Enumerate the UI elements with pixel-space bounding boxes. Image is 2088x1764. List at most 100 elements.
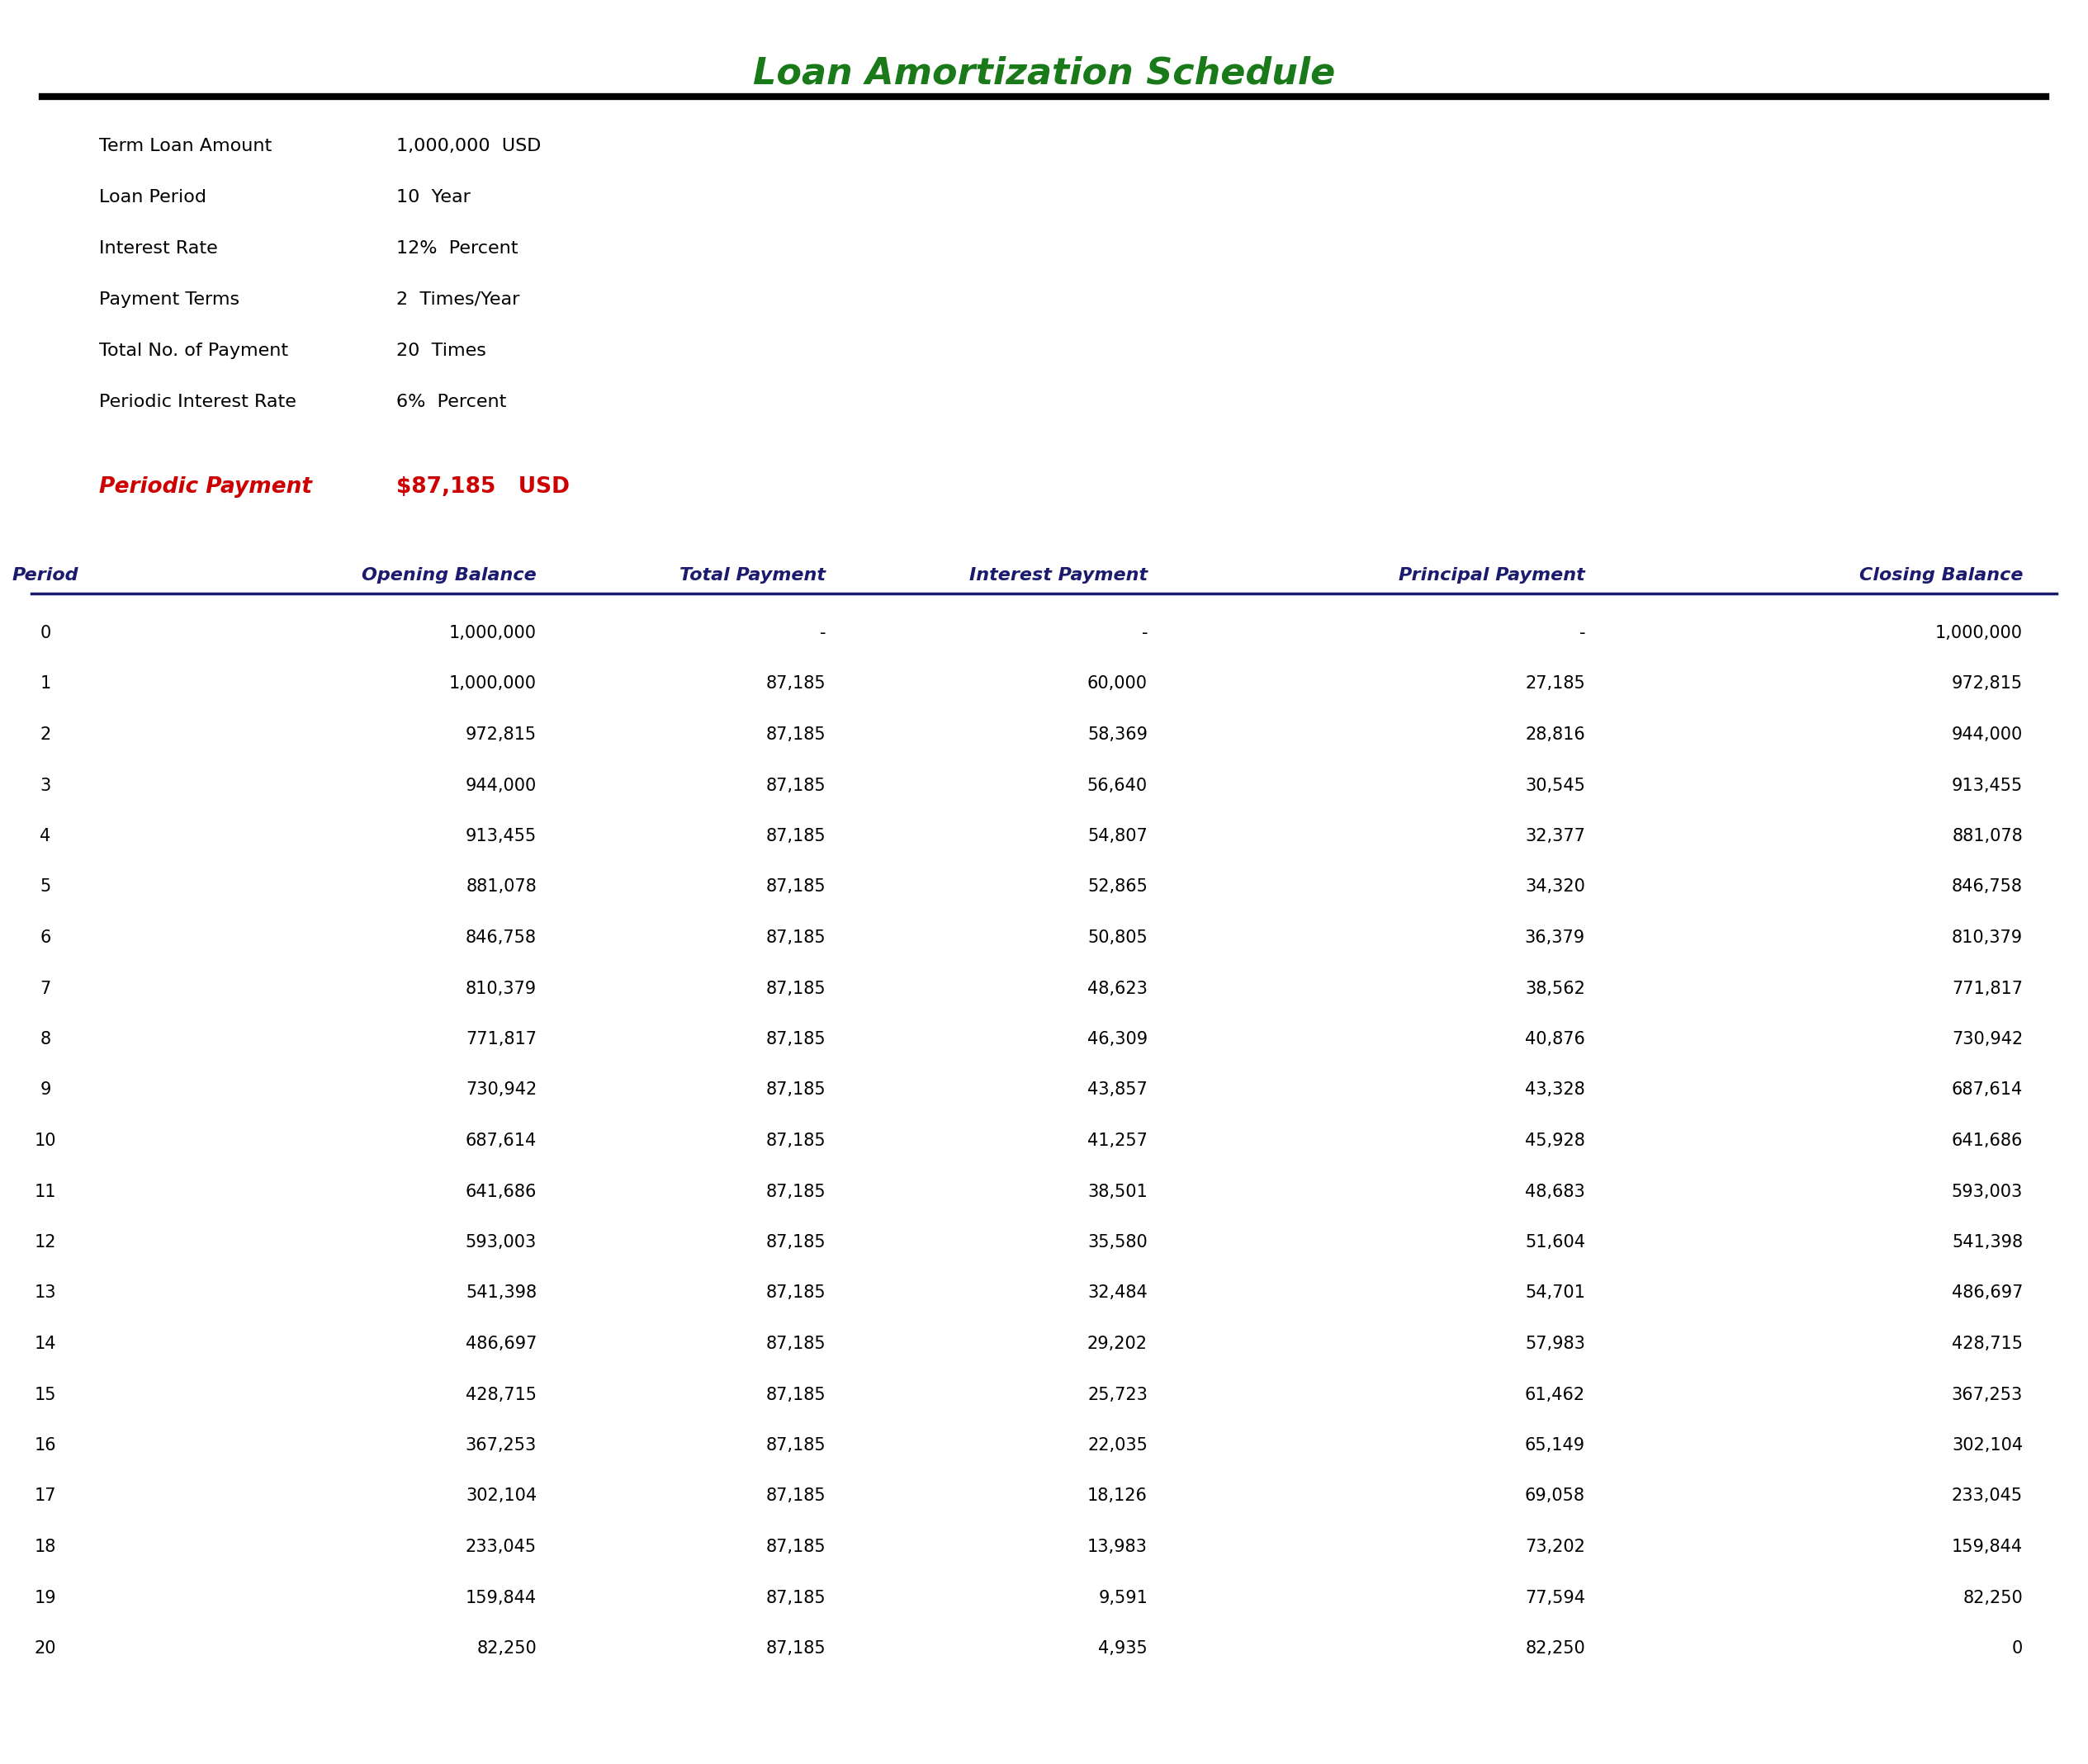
Text: Total No. of Payment: Total No. of Payment [98, 342, 288, 360]
Text: 73,202: 73,202 [1524, 1538, 1585, 1556]
Text: 65,149: 65,149 [1524, 1438, 1585, 1454]
Text: 972,815: 972,815 [466, 727, 537, 743]
Text: 2  Times/Year: 2 Times/Year [397, 291, 520, 309]
Text: 27,185: 27,185 [1524, 676, 1585, 691]
Text: 881,078: 881,078 [466, 878, 537, 894]
Text: 972,815: 972,815 [1952, 676, 2023, 691]
Text: 82,250: 82,250 [476, 1641, 537, 1656]
Text: 38,562: 38,562 [1524, 981, 1585, 997]
Text: Periodic Interest Rate: Periodic Interest Rate [98, 393, 296, 411]
Text: -: - [818, 624, 825, 642]
Text: 10  Year: 10 Year [397, 189, 470, 206]
Text: 29,202: 29,202 [1088, 1335, 1148, 1351]
Text: 87,185: 87,185 [766, 1081, 825, 1099]
Text: 302,104: 302,104 [466, 1487, 537, 1505]
Text: Opening Balance: Opening Balance [361, 566, 537, 584]
Text: 913,455: 913,455 [1952, 778, 2023, 794]
Text: 87,185: 87,185 [766, 981, 825, 997]
Text: 54,701: 54,701 [1524, 1284, 1585, 1302]
Text: 17: 17 [35, 1487, 56, 1505]
Text: 1,000,000: 1,000,000 [1936, 624, 2023, 642]
Text: Interest Payment: Interest Payment [969, 566, 1148, 584]
Text: 593,003: 593,003 [466, 1235, 537, 1251]
Text: 22,035: 22,035 [1088, 1438, 1148, 1454]
Text: 0: 0 [40, 624, 50, 642]
Text: 87,185: 87,185 [766, 1487, 825, 1505]
Text: 32,484: 32,484 [1088, 1284, 1148, 1302]
Text: 367,253: 367,253 [466, 1438, 537, 1454]
Text: Principal Payment: Principal Payment [1399, 566, 1585, 584]
Text: Closing Balance: Closing Balance [1858, 566, 2023, 584]
Text: 87,185: 87,185 [766, 1641, 825, 1656]
Text: 541,398: 541,398 [1952, 1235, 2023, 1251]
Text: 944,000: 944,000 [466, 778, 537, 794]
Text: 18: 18 [35, 1538, 56, 1556]
Text: 25,723: 25,723 [1088, 1387, 1148, 1402]
Text: 367,253: 367,253 [1952, 1387, 2023, 1402]
Text: 28,816: 28,816 [1524, 727, 1585, 743]
Text: 82,250: 82,250 [1963, 1589, 2023, 1605]
Text: 11: 11 [35, 1184, 56, 1200]
Text: 15: 15 [35, 1387, 56, 1402]
Text: 69,058: 69,058 [1524, 1487, 1585, 1505]
Text: 43,857: 43,857 [1088, 1081, 1148, 1099]
Text: 87,185: 87,185 [766, 1284, 825, 1302]
Text: 19: 19 [33, 1589, 56, 1605]
Text: 846,758: 846,758 [1952, 878, 2023, 894]
Text: -: - [1579, 624, 1585, 642]
Text: 46,309: 46,309 [1088, 1030, 1148, 1048]
Text: 56,640: 56,640 [1088, 778, 1148, 794]
Text: 541,398: 541,398 [466, 1284, 537, 1302]
Text: 87,185: 87,185 [766, 1538, 825, 1556]
Text: 810,379: 810,379 [466, 981, 537, 997]
Text: 159,844: 159,844 [466, 1589, 537, 1605]
Text: 58,369: 58,369 [1088, 727, 1148, 743]
Text: 5: 5 [40, 878, 50, 894]
Text: 881,078: 881,078 [1952, 827, 2023, 845]
Text: 486,697: 486,697 [466, 1335, 537, 1351]
Text: 846,758: 846,758 [466, 930, 537, 946]
Text: 87,185: 87,185 [766, 930, 825, 946]
Text: -: - [1142, 624, 1148, 642]
Text: 51,604: 51,604 [1524, 1235, 1585, 1251]
Text: 41,257: 41,257 [1088, 1132, 1148, 1148]
Text: 4,935: 4,935 [1098, 1641, 1148, 1656]
Text: 87,185: 87,185 [766, 1132, 825, 1148]
Text: 87,185: 87,185 [766, 878, 825, 894]
Text: 50,805: 50,805 [1088, 930, 1148, 946]
Text: 20: 20 [35, 1641, 56, 1656]
Text: 730,942: 730,942 [466, 1081, 537, 1099]
Text: 20  Times: 20 Times [397, 342, 487, 360]
Text: 1,000,000: 1,000,000 [449, 676, 537, 691]
Text: 48,683: 48,683 [1524, 1184, 1585, 1200]
Text: 6: 6 [40, 930, 50, 946]
Text: 7: 7 [40, 981, 50, 997]
Text: 1,000,000  USD: 1,000,000 USD [397, 138, 541, 155]
Text: 87,185: 87,185 [766, 1030, 825, 1048]
Text: 36,379: 36,379 [1524, 930, 1585, 946]
Text: 13,983: 13,983 [1088, 1538, 1148, 1556]
Text: 38,501: 38,501 [1088, 1184, 1148, 1200]
Text: 34,320: 34,320 [1524, 878, 1585, 894]
Text: 10: 10 [35, 1132, 56, 1148]
Text: 87,185: 87,185 [766, 1184, 825, 1200]
Text: $87,185   USD: $87,185 USD [397, 476, 570, 497]
Text: 87,185: 87,185 [766, 1438, 825, 1454]
Text: 3: 3 [40, 778, 50, 794]
Text: 87,185: 87,185 [766, 1589, 825, 1605]
Text: 45,928: 45,928 [1524, 1132, 1585, 1148]
Text: 0: 0 [2013, 1641, 2023, 1656]
Text: 60,000: 60,000 [1088, 676, 1148, 691]
Text: 233,045: 233,045 [466, 1538, 537, 1556]
Text: 428,715: 428,715 [1952, 1335, 2023, 1351]
Text: 13: 13 [35, 1284, 56, 1302]
Text: 87,185: 87,185 [766, 1335, 825, 1351]
Text: 12: 12 [35, 1235, 56, 1251]
Text: 9: 9 [40, 1081, 50, 1099]
Text: 35,580: 35,580 [1088, 1235, 1148, 1251]
Text: 87,185: 87,185 [766, 778, 825, 794]
Text: 687,614: 687,614 [1952, 1081, 2023, 1099]
Text: 1: 1 [40, 676, 50, 691]
Text: 944,000: 944,000 [1952, 727, 2023, 743]
Text: 771,817: 771,817 [1952, 981, 2023, 997]
